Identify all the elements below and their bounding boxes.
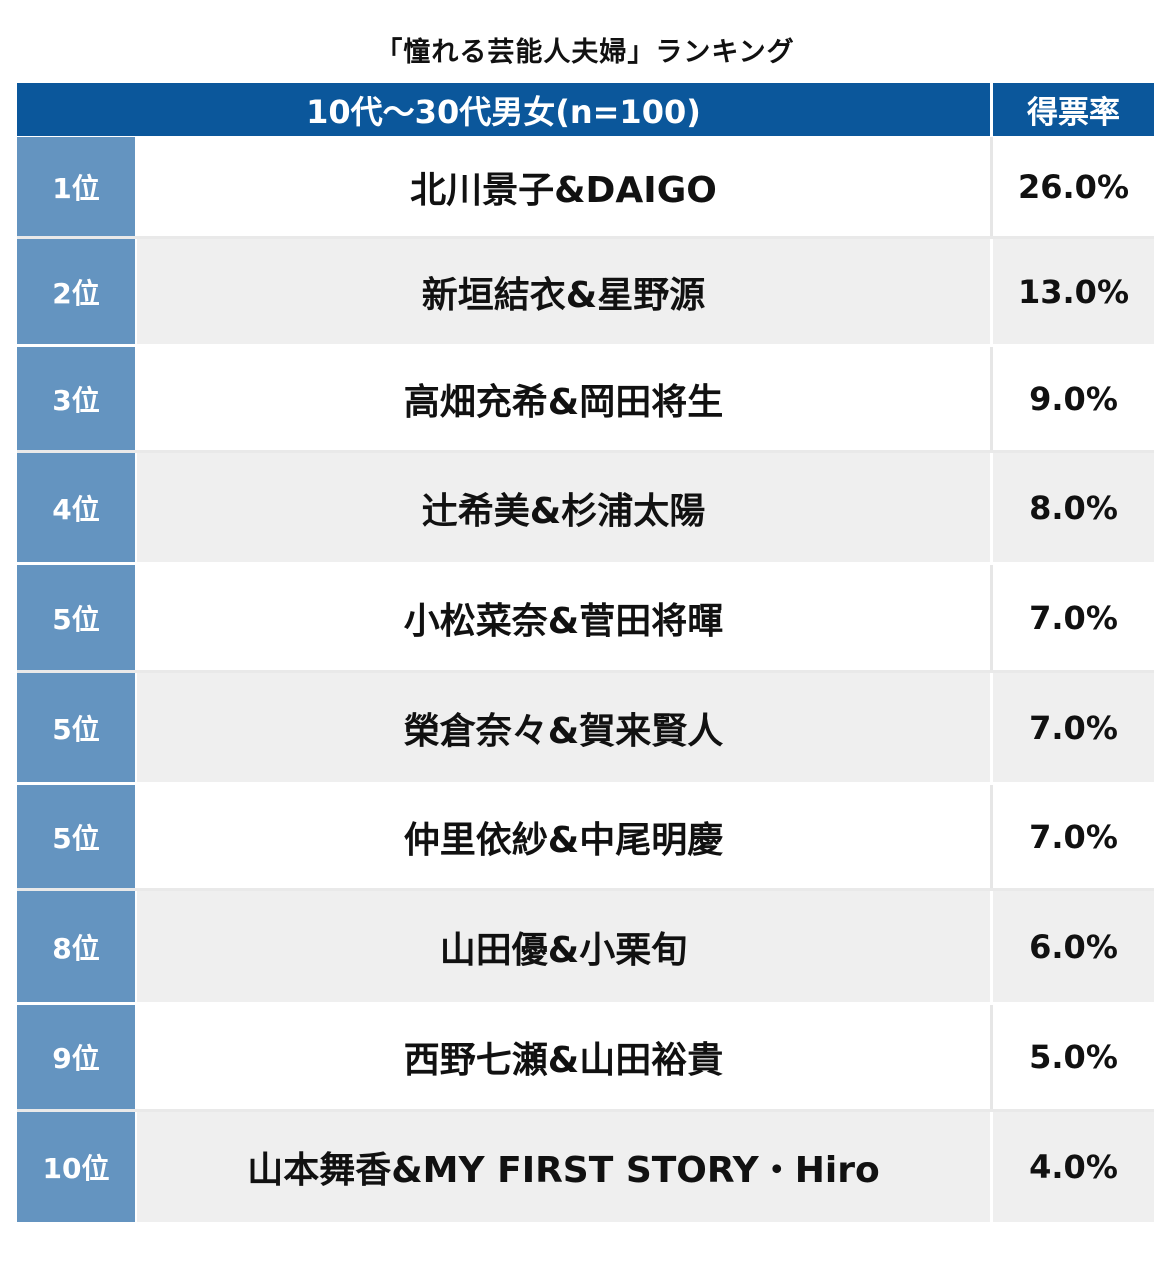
rank-cell: 10位 xyxy=(17,1112,137,1222)
couple-name-cell: 小松菜奈&菅田将暉 xyxy=(137,565,993,670)
rank-cell: 5位 xyxy=(17,565,137,670)
couple-name-cell: 辻希美&杉浦太陽 xyxy=(137,453,993,562)
rank-cell: 4位 xyxy=(17,453,137,562)
table-row: 9位 西野七瀬&山田裕貴 5.0% xyxy=(17,1005,1154,1112)
vote-rate-cell: 7.0% xyxy=(993,785,1154,888)
vote-rate-cell: 9.0% xyxy=(993,347,1154,450)
table-row: 8位 山田優&小栗旬 6.0% xyxy=(17,891,1154,1005)
header-group-label: 10代〜30代男女(n=100) xyxy=(17,83,993,136)
couple-name-cell: 榮倉奈々&賀来賢人 xyxy=(137,673,993,782)
rank-cell: 3位 xyxy=(17,347,137,450)
table-row: 5位 榮倉奈々&賀来賢人 7.0% xyxy=(17,673,1154,785)
rank-cell: 1位 xyxy=(17,137,137,236)
vote-rate-cell: 26.0% xyxy=(993,137,1154,236)
rank-cell: 8位 xyxy=(17,891,137,1002)
couple-name-cell: 仲里依紗&中尾明慶 xyxy=(137,785,993,888)
vote-rate-cell: 13.0% xyxy=(993,239,1154,344)
vote-rate-cell: 6.0% xyxy=(993,891,1154,1002)
table-body: 1位 北川景子&DAIGO 26.0% 2位 新垣結衣&星野源 13.0% 3位 高畑充希&岡… xyxy=(17,137,1154,1225)
table-row: 4位 辻希美&杉浦太陽 8.0% xyxy=(17,453,1154,565)
table-row: 2位 新垣結衣&星野源 13.0% xyxy=(17,239,1154,347)
vote-rate-cell: 8.0% xyxy=(993,453,1154,562)
vote-rate-cell: 7.0% xyxy=(993,673,1154,782)
couple-name-cell: 山本舞香&MY FIRST STORY・Hiro xyxy=(137,1112,993,1222)
rank-cell: 5位 xyxy=(17,673,137,782)
header-rate-label: 得票率 xyxy=(1027,95,1120,131)
couple-name-cell: 西野七瀬&山田裕貴 xyxy=(137,1005,993,1109)
rank-cell: 5位 xyxy=(17,785,137,888)
table-row: 5位 小松菜奈&菅田将暉 7.0% xyxy=(17,565,1154,673)
chart-title: 「憧れる芸能人夫婦」ランキング xyxy=(375,37,795,68)
couple-name-cell: 北川景子&DAIGO xyxy=(137,137,993,236)
vote-rate-cell: 7.0% xyxy=(993,565,1154,670)
couple-name-cell: 高畑充希&岡田将生 xyxy=(137,347,993,450)
vote-rate-cell: 4.0% xyxy=(993,1112,1154,1222)
table-row: 10位 山本舞香&MY FIRST STORY・Hiro 4.0% xyxy=(17,1112,1154,1225)
table-row: 1位 北川景子&DAIGO 26.0% xyxy=(17,137,1154,239)
table-header: 10代〜30代男女(n=100) 得票率 xyxy=(17,83,1154,137)
vote-rate-cell: 5.0% xyxy=(993,1005,1154,1109)
couple-name-cell: 新垣結衣&星野源 xyxy=(137,239,993,344)
ranking-table: 10代〜30代男女(n=100) 得票率 1位 北川景子&DAIGO 26.0% 2位… xyxy=(17,83,1154,1225)
table-row: 5位 仲里依紗&中尾明慶 7.0% xyxy=(17,785,1154,891)
rank-cell: 2位 xyxy=(17,239,137,344)
rank-cell: 9位 xyxy=(17,1005,137,1109)
couple-name-cell: 山田優&小栗旬 xyxy=(137,891,993,1002)
table-row: 3位 高畑充希&岡田将生 9.0% xyxy=(17,347,1154,453)
